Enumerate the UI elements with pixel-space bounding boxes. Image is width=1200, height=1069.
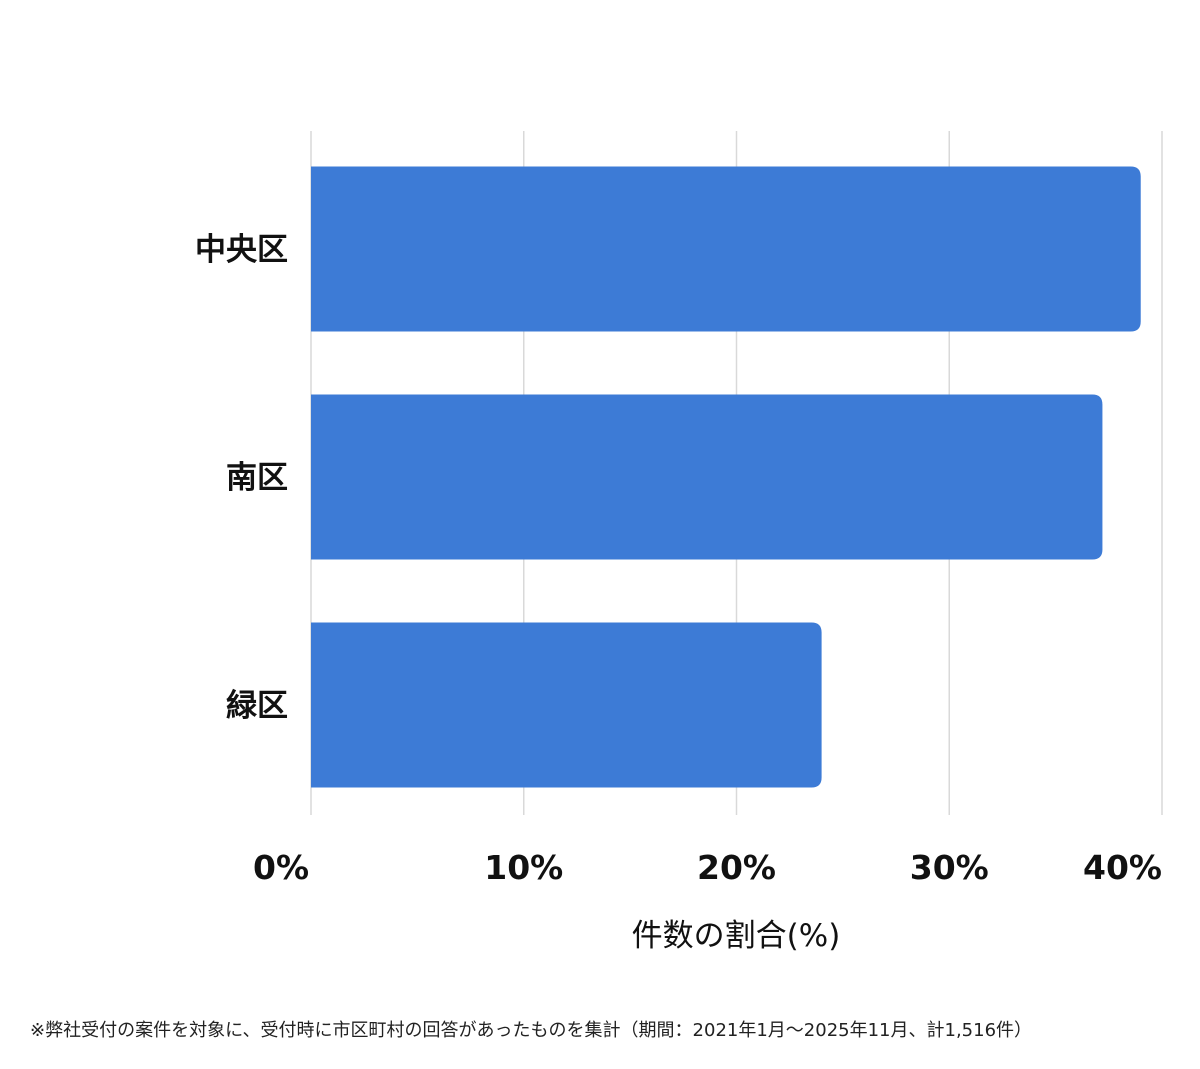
x-tick-label: 10% [484, 848, 563, 887]
category-label: 中央区 [195, 232, 288, 268]
bars [311, 166, 1141, 788]
bar-2 [311, 394, 1103, 560]
x-tick-labels: 0% 10% 20% 30% 40% [253, 848, 1162, 887]
category-label: 南区 [226, 460, 288, 496]
x-tick-label: 0% [253, 848, 309, 887]
x-axis-title: 件数の割合(%) [632, 918, 841, 954]
x-tick-label: 30% [910, 848, 989, 887]
bar-3 [311, 622, 822, 788]
footnote: ※弊社受付の案件を対象に、受付時に市区町村の回答があったものを集計（期間：202… [30, 1020, 1033, 1041]
bar-1 [311, 166, 1141, 332]
x-tick-label: 20% [697, 848, 776, 887]
x-tick-label: 40% [1083, 848, 1162, 887]
category-label: 緑区 [226, 688, 288, 724]
